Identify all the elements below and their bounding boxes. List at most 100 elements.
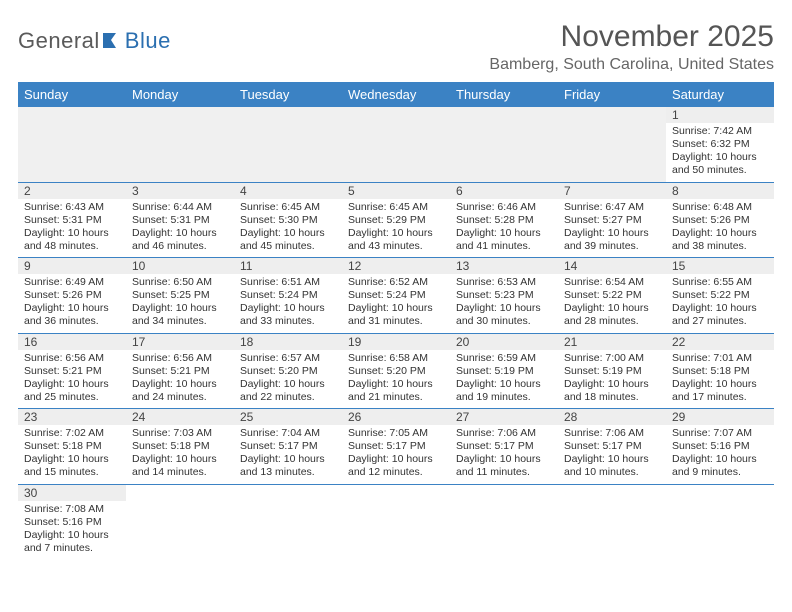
daylight-line: Daylight: 10 hours and 27 minutes.	[672, 302, 768, 328]
sunset-line: Sunset: 5:17 PM	[240, 440, 336, 453]
calendar-cell: 7Sunrise: 6:47 AMSunset: 5:27 PMDaylight…	[558, 182, 666, 258]
sunrise-line: Sunrise: 6:46 AM	[456, 201, 552, 214]
calendar-row: 16Sunrise: 6:56 AMSunset: 5:21 PMDayligh…	[18, 333, 774, 409]
sunset-line: Sunset: 5:26 PM	[672, 214, 768, 227]
day-number: 1	[666, 107, 774, 123]
calendar-cell: 5Sunrise: 6:45 AMSunset: 5:29 PMDaylight…	[342, 182, 450, 258]
sunrise-line: Sunrise: 7:02 AM	[24, 427, 120, 440]
cell-body: Sunrise: 6:47 AMSunset: 5:27 PMDaylight:…	[558, 199, 666, 258]
sunset-line: Sunset: 5:20 PM	[348, 365, 444, 378]
sunrise-line: Sunrise: 7:06 AM	[564, 427, 660, 440]
calendar-row: 1Sunrise: 7:42 AMSunset: 6:32 PMDaylight…	[18, 107, 774, 182]
calendar-cell: 3Sunrise: 6:44 AMSunset: 5:31 PMDaylight…	[126, 182, 234, 258]
cell-body: Sunrise: 7:01 AMSunset: 5:18 PMDaylight:…	[666, 350, 774, 409]
calendar-cell: 9Sunrise: 6:49 AMSunset: 5:26 PMDaylight…	[18, 258, 126, 334]
sunrise-line: Sunrise: 6:45 AM	[240, 201, 336, 214]
cell-body: Sunrise: 6:50 AMSunset: 5:25 PMDaylight:…	[126, 274, 234, 333]
calendar-cell: 4Sunrise: 6:45 AMSunset: 5:30 PMDaylight…	[234, 182, 342, 258]
cell-body: Sunrise: 6:57 AMSunset: 5:20 PMDaylight:…	[234, 350, 342, 409]
sunrise-line: Sunrise: 6:52 AM	[348, 276, 444, 289]
day-number: 11	[234, 258, 342, 274]
cell-body: Sunrise: 7:03 AMSunset: 5:18 PMDaylight:…	[126, 425, 234, 484]
sunrise-line: Sunrise: 6:45 AM	[348, 201, 444, 214]
sunset-line: Sunset: 5:22 PM	[564, 289, 660, 302]
day-number: 6	[450, 183, 558, 199]
sunrise-line: Sunrise: 7:07 AM	[672, 427, 768, 440]
calendar-cell	[234, 107, 342, 182]
day-number: 3	[126, 183, 234, 199]
day-number: 21	[558, 334, 666, 350]
cell-body: Sunrise: 7:07 AMSunset: 5:16 PMDaylight:…	[666, 425, 774, 484]
day-number: 15	[666, 258, 774, 274]
day-number: 29	[666, 409, 774, 425]
logo-text-b: Blue	[125, 28, 171, 54]
day-header: Friday	[558, 82, 666, 107]
day-number: 16	[18, 334, 126, 350]
daylight-line: Daylight: 10 hours and 50 minutes.	[672, 151, 768, 177]
sunrise-line: Sunrise: 7:00 AM	[564, 352, 660, 365]
sunrise-line: Sunrise: 7:06 AM	[456, 427, 552, 440]
sunrise-line: Sunrise: 6:56 AM	[24, 352, 120, 365]
calendar-row: 2Sunrise: 6:43 AMSunset: 5:31 PMDaylight…	[18, 182, 774, 258]
cell-body: Sunrise: 6:48 AMSunset: 5:26 PMDaylight:…	[666, 199, 774, 258]
sunset-line: Sunset: 5:16 PM	[24, 516, 120, 529]
daylight-line: Daylight: 10 hours and 11 minutes.	[456, 453, 552, 479]
daylight-line: Daylight: 10 hours and 34 minutes.	[132, 302, 228, 328]
cell-body: Sunrise: 6:43 AMSunset: 5:31 PMDaylight:…	[18, 199, 126, 258]
sunset-line: Sunset: 5:18 PM	[24, 440, 120, 453]
daylight-line: Daylight: 10 hours and 22 minutes.	[240, 378, 336, 404]
cell-body: Sunrise: 7:06 AMSunset: 5:17 PMDaylight:…	[450, 425, 558, 484]
daylight-line: Daylight: 10 hours and 36 minutes.	[24, 302, 120, 328]
cell-body: Sunrise: 6:49 AMSunset: 5:26 PMDaylight:…	[18, 274, 126, 333]
calendar-cell: 28Sunrise: 7:06 AMSunset: 5:17 PMDayligh…	[558, 409, 666, 485]
month-title: November 2025	[489, 20, 774, 54]
daylight-line: Daylight: 10 hours and 39 minutes.	[564, 227, 660, 253]
daylight-line: Daylight: 10 hours and 21 minutes.	[348, 378, 444, 404]
calendar-table: SundayMondayTuesdayWednesdayThursdayFrid…	[18, 82, 774, 559]
sunrise-line: Sunrise: 6:54 AM	[564, 276, 660, 289]
sunrise-line: Sunrise: 6:48 AM	[672, 201, 768, 214]
calendar-cell: 12Sunrise: 6:52 AMSunset: 5:24 PMDayligh…	[342, 258, 450, 334]
daylight-line: Daylight: 10 hours and 7 minutes.	[24, 529, 120, 555]
daylight-line: Daylight: 10 hours and 38 minutes.	[672, 227, 768, 253]
sunrise-line: Sunrise: 6:56 AM	[132, 352, 228, 365]
logo: General Blue	[18, 20, 171, 54]
sunrise-line: Sunrise: 6:59 AM	[456, 352, 552, 365]
day-number: 14	[558, 258, 666, 274]
day-number: 19	[342, 334, 450, 350]
calendar-cell: 30Sunrise: 7:08 AMSunset: 5:16 PMDayligh…	[18, 484, 126, 559]
calendar-cell: 20Sunrise: 6:59 AMSunset: 5:19 PMDayligh…	[450, 333, 558, 409]
day-number: 9	[18, 258, 126, 274]
calendar-cell: 1Sunrise: 7:42 AMSunset: 6:32 PMDaylight…	[666, 107, 774, 182]
cell-body: Sunrise: 7:05 AMSunset: 5:17 PMDaylight:…	[342, 425, 450, 484]
sunrise-line: Sunrise: 6:51 AM	[240, 276, 336, 289]
day-header: Wednesday	[342, 82, 450, 107]
daylight-line: Daylight: 10 hours and 48 minutes.	[24, 227, 120, 253]
cell-body: Sunrise: 7:08 AMSunset: 5:16 PMDaylight:…	[18, 501, 126, 560]
day-number: 23	[18, 409, 126, 425]
sunset-line: Sunset: 5:29 PM	[348, 214, 444, 227]
cell-body: Sunrise: 7:06 AMSunset: 5:17 PMDaylight:…	[558, 425, 666, 484]
daylight-line: Daylight: 10 hours and 45 minutes.	[240, 227, 336, 253]
sunset-line: Sunset: 5:17 PM	[456, 440, 552, 453]
daylight-line: Daylight: 10 hours and 25 minutes.	[24, 378, 120, 404]
sunset-line: Sunset: 5:17 PM	[348, 440, 444, 453]
day-header: Monday	[126, 82, 234, 107]
sunset-line: Sunset: 5:31 PM	[24, 214, 120, 227]
calendar-cell: 11Sunrise: 6:51 AMSunset: 5:24 PMDayligh…	[234, 258, 342, 334]
day-number: 27	[450, 409, 558, 425]
calendar-cell: 6Sunrise: 6:46 AMSunset: 5:28 PMDaylight…	[450, 182, 558, 258]
sunset-line: Sunset: 5:30 PM	[240, 214, 336, 227]
sunset-line: Sunset: 5:26 PM	[24, 289, 120, 302]
sunrise-line: Sunrise: 7:04 AM	[240, 427, 336, 440]
sunset-line: Sunset: 5:19 PM	[456, 365, 552, 378]
daylight-line: Daylight: 10 hours and 13 minutes.	[240, 453, 336, 479]
header-row: SundayMondayTuesdayWednesdayThursdayFrid…	[18, 82, 774, 107]
flag-icon	[102, 31, 124, 52]
sunrise-line: Sunrise: 6:53 AM	[456, 276, 552, 289]
sunset-line: Sunset: 5:21 PM	[24, 365, 120, 378]
calendar-cell: 26Sunrise: 7:05 AMSunset: 5:17 PMDayligh…	[342, 409, 450, 485]
day-number: 28	[558, 409, 666, 425]
daylight-line: Daylight: 10 hours and 46 minutes.	[132, 227, 228, 253]
calendar-cell	[234, 484, 342, 559]
